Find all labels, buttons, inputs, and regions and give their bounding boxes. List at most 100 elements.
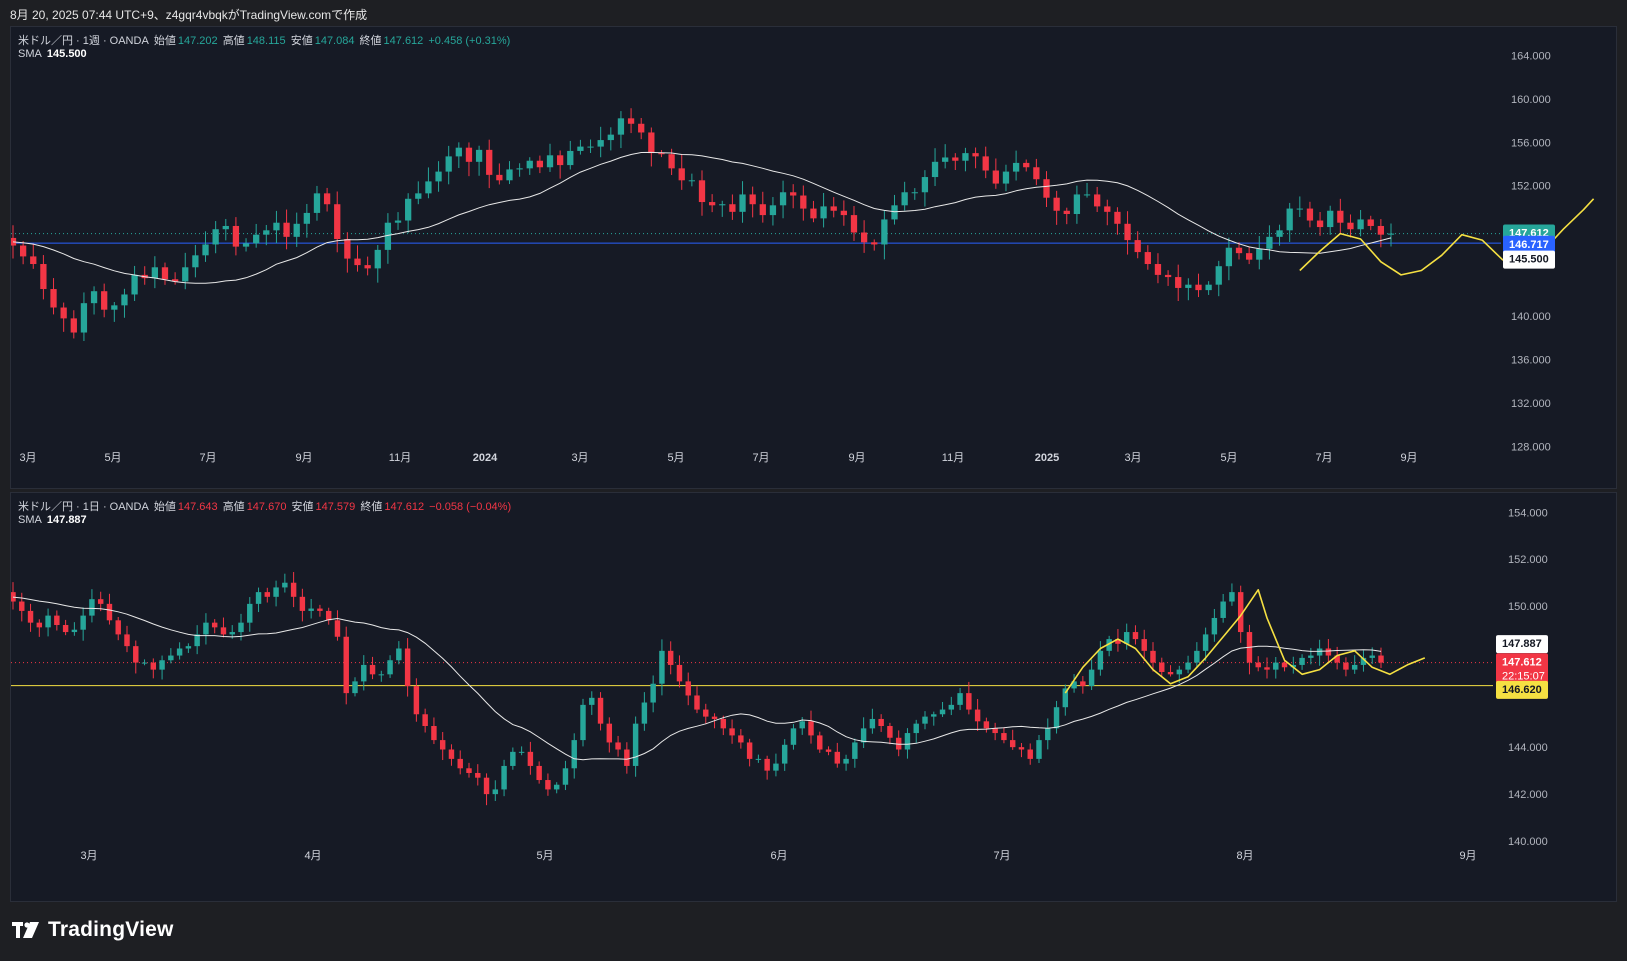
weekly-time-tick: 3月 — [19, 452, 36, 464]
weekly-candle — [374, 245, 381, 283]
daily-candle — [1351, 655, 1358, 674]
weekly-candle — [921, 170, 929, 207]
weekly-candle — [1144, 245, 1151, 270]
daily-candle — [325, 607, 332, 625]
daily-candle — [422, 708, 428, 733]
daily-candle — [597, 692, 604, 731]
weekly-candle — [273, 210, 280, 244]
daily-candle — [124, 625, 130, 653]
low-label: 安値 — [291, 501, 314, 513]
weekly-candle — [1276, 224, 1283, 246]
daily-candle — [413, 678, 420, 722]
weekly-time-tick: 2025 — [1035, 452, 1059, 464]
daily-candle — [1220, 593, 1226, 623]
daily-candle — [755, 754, 762, 763]
daily-candle — [1273, 657, 1279, 679]
weekly-candle — [60, 302, 67, 332]
weekly-candle — [688, 173, 696, 187]
daily-time-tick: 5月 — [536, 850, 553, 862]
weekly-candle — [475, 145, 483, 176]
daily-annotation-drawing[interactable] — [1064, 589, 1426, 694]
weekly-time-tick: 11月 — [389, 452, 411, 464]
weekly-candle — [1337, 198, 1344, 234]
weekly-candle — [405, 193, 412, 234]
weekly-candle — [384, 213, 392, 264]
daily-candle — [1062, 684, 1069, 716]
weekly-candle — [1377, 219, 1385, 248]
tradingview-logo-icon — [12, 922, 39, 938]
daily-candle — [439, 732, 446, 761]
weekly-candle — [111, 301, 118, 322]
weekly-candle — [1114, 207, 1121, 235]
weekly-time-tick: 7月 — [199, 452, 216, 464]
weekly-candle — [131, 265, 138, 301]
daily-time-tick: 7月 — [993, 850, 1010, 862]
daily-candle — [843, 754, 849, 771]
weekly-candle — [202, 231, 209, 262]
weekly-candle — [597, 126, 604, 158]
daily-candle — [1150, 642, 1156, 672]
daily-candle — [510, 747, 516, 770]
daily-candle — [1281, 659, 1288, 672]
tradingview-logo[interactable]: TradingView — [12, 918, 174, 942]
daily-candle — [11, 582, 16, 610]
daily-candle — [273, 580, 279, 607]
weekly-candle — [982, 146, 989, 179]
daily-candle — [475, 764, 481, 786]
daily-price-tick: 140.000 — [1508, 836, 1548, 848]
daily-last-price-label: 147.612 22:15:07 — [1496, 653, 1548, 686]
daily-candle — [957, 687, 963, 711]
weekly-candle — [931, 148, 939, 187]
weekly-candle — [1043, 171, 1050, 207]
weekly-candle — [455, 142, 462, 169]
weekly-candle — [1012, 150, 1020, 181]
daily-candle — [1194, 642, 1200, 669]
daily-candle — [369, 656, 376, 680]
daily-candle — [1088, 659, 1095, 691]
daily-candle — [457, 750, 463, 775]
weekly-candle — [171, 272, 179, 285]
daily-price-tick: 152.000 — [1508, 554, 1548, 566]
daily-candle — [1211, 608, 1218, 642]
daily-candle — [1053, 700, 1060, 734]
weekly-time-tick: 3月 — [1124, 452, 1141, 464]
daily-candle — [1159, 657, 1165, 677]
weekly-candle — [1266, 225, 1273, 260]
weekly-time-tick: 7月 — [1315, 452, 1332, 464]
daily-candle — [115, 616, 121, 641]
weekly-candle — [678, 154, 685, 190]
daily-candle — [361, 655, 367, 691]
weekly-candle — [1387, 223, 1395, 247]
weekly-symbol: 米ドル／円 · 1週 · OANDA — [18, 35, 149, 47]
weekly-candle — [313, 185, 321, 221]
daily-candle — [869, 708, 876, 734]
weekly-chart-panel[interactable]: 米ドル／円 · 1週 · OANDA 始値 147.202 高値 148.115 安… — [10, 26, 1617, 489]
weekly-time-tick: 2024 — [473, 452, 498, 464]
weekly-candlestick-chart[interactable]: 164.000 160.000 156.000 152.000 140.000 136.0… — [11, 27, 1616, 488]
daily-change-value: −0.058 (−0.04%) — [429, 501, 512, 513]
daily-candle — [80, 607, 86, 641]
weekly-time-tick: 9月 — [1400, 452, 1417, 464]
daily-high-value: 147.670 — [246, 501, 287, 513]
daily-candle — [1255, 656, 1261, 672]
svg-text:146.717: 146.717 — [1509, 239, 1549, 251]
daily-candle — [1290, 656, 1297, 674]
svg-text:145.500: 145.500 — [1509, 254, 1549, 266]
daily-candle — [404, 638, 411, 697]
weekly-candle — [1002, 164, 1010, 192]
weekly-time-tick: 5月 — [104, 452, 121, 464]
daily-candlestick-chart[interactable]: 154.000 152.000 150.000 144.000 142.000 140.0… — [11, 493, 1616, 901]
weekly-candle — [293, 212, 300, 247]
daily-candle — [781, 739, 788, 771]
weekly-candle — [465, 142, 473, 177]
weekly-candle — [90, 286, 98, 315]
daily-candle — [431, 717, 437, 745]
daily-candle — [71, 622, 78, 636]
daily-chart-panel[interactable]: 米ドル／円 · 1日 · OANDA 始値 147.643 高値 147.670 安… — [10, 492, 1617, 902]
daily-candle — [887, 722, 893, 745]
weekly-candle — [1063, 207, 1070, 225]
daily-candle — [168, 648, 174, 664]
daily-price-tick: 142.000 — [1508, 789, 1548, 801]
svg-text:146.620: 146.620 — [1502, 684, 1542, 696]
weekly-price-tick: 160.000 — [1511, 94, 1551, 106]
